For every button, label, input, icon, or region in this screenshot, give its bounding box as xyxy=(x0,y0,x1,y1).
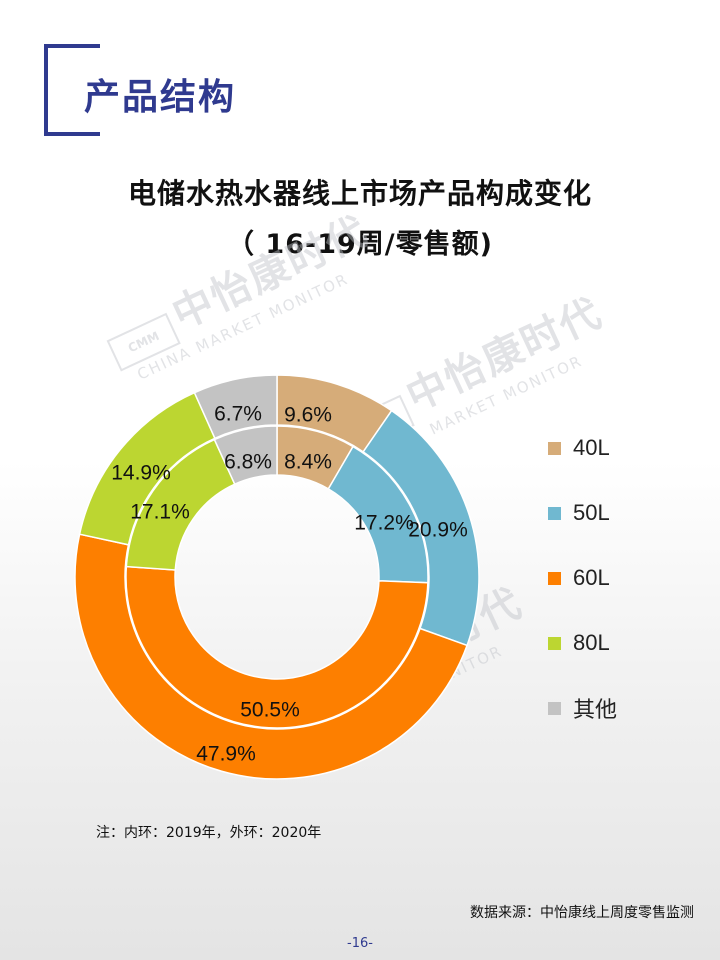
outer-ring-slice-其他 xyxy=(193,374,278,440)
outer-ring-label-60L: 47.9% xyxy=(196,743,256,766)
outer-ring-slice-60L xyxy=(74,533,469,780)
outer-ring-label-80L: 14.9% xyxy=(111,462,171,485)
legend-item-其他: 其他 xyxy=(548,694,617,722)
ring-note: 注：内环：2019年，外环：2020年 xyxy=(96,825,322,841)
legend-swatch xyxy=(548,571,561,585)
outer-ring-label-其他: 6.7% xyxy=(214,403,262,426)
legend-label: 80L xyxy=(573,630,610,655)
inner-ring-label-60L: 50.5% xyxy=(240,699,300,722)
section-title: 产品结构 xyxy=(84,77,237,118)
inner-ring-label-40L: 8.4% xyxy=(284,451,332,474)
legend-label: 50L xyxy=(573,500,610,525)
legend-label: 40L xyxy=(573,435,610,460)
outer-ring-label-50L: 20.9% xyxy=(408,519,468,542)
legend-swatch xyxy=(548,636,561,650)
donut-slices xyxy=(74,374,480,780)
chart-subtitle: （ 16-19周/零售额) xyxy=(227,229,493,260)
legend-swatch xyxy=(548,441,561,455)
legend-swatch xyxy=(548,506,561,520)
inner-ring-label-其他: 6.8% xyxy=(224,451,272,474)
outer-ring-label-40L: 9.6% xyxy=(284,404,332,427)
data-source: 数据来源：中怡康线上周度零售监测 xyxy=(470,905,694,921)
legend-label: 60L xyxy=(573,565,610,590)
header-bracket xyxy=(44,44,100,136)
inner-ring-slice-其他 xyxy=(213,425,278,486)
inner-ring-label-80L: 17.1% xyxy=(130,501,190,524)
chart-title: 电储水热水器线上市场产品构成变化 xyxy=(127,177,592,210)
legend-item-60L: 60L xyxy=(548,564,610,592)
inner-ring-slice-60L xyxy=(125,565,429,729)
section-header: 产品结构 xyxy=(44,44,344,136)
legend-item-80L: 80L xyxy=(548,629,610,657)
donut-labels: 8.4% 17.2% 50.5% 17.1% 6.8% 9.6% 20.9% 47.9% 14.… xyxy=(111,403,468,766)
legend-item-40L: 40L xyxy=(548,434,610,462)
legend-item-50L: 50L xyxy=(548,499,610,527)
legend-label: 其他 xyxy=(573,697,618,722)
page-number: -16- xyxy=(347,936,373,951)
legend-swatch xyxy=(548,701,561,715)
inner-ring-label-50L: 17.2% xyxy=(354,512,414,535)
